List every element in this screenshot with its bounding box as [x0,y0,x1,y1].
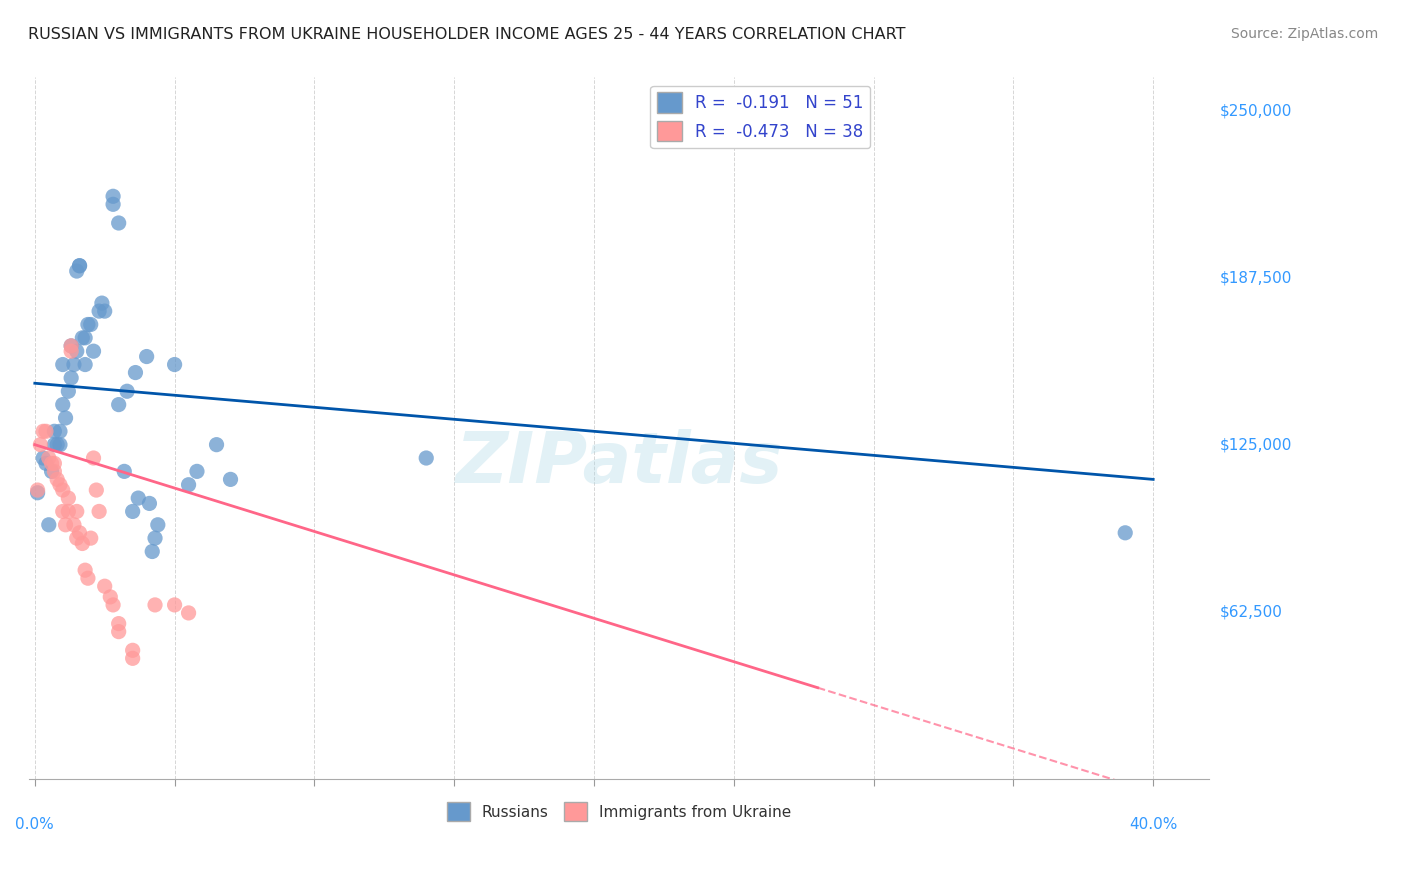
Point [75,358,97,372]
Text: ZIPatlas: ZIPatlas [456,428,783,498]
Point [32,425,55,439]
Point [55,411,77,425]
Point [87,504,110,518]
Point [49,425,72,439]
Point [138,496,160,510]
Point [30,438,52,452]
Point [77,318,100,332]
Point [52,358,75,372]
Point [46,438,69,452]
Point [38,517,60,532]
Point [143,598,166,612]
Point [80,531,103,545]
Point [107,398,129,412]
Point [66,531,89,545]
Point [83,450,105,465]
Point [177,477,200,491]
Point [86,483,108,497]
Point [107,616,129,631]
Text: $250,000: $250,000 [1220,103,1292,119]
Point [72,331,94,345]
Point [35,425,58,439]
Text: $62,500: $62,500 [1220,604,1284,619]
Point [27,483,49,497]
Point [44,464,66,478]
Point [58,491,80,505]
Point [69,259,91,273]
Point [52,398,75,412]
Point [219,472,242,486]
Point [1114,525,1136,540]
Point [44,456,66,470]
Point [72,536,94,550]
Point [101,598,124,612]
Point [52,483,75,497]
Point [93,304,115,318]
Point [115,384,138,399]
Point [35,456,58,470]
Point [135,350,157,364]
Point [83,344,105,359]
Point [205,438,228,452]
Point [38,450,60,465]
Point [49,477,72,491]
Point [90,296,112,310]
Point [66,264,89,278]
Point [46,472,69,486]
Point [60,371,83,385]
Text: 40.0%: 40.0% [1129,817,1177,832]
Point [121,643,143,657]
Point [141,544,163,558]
Point [66,504,89,518]
Point [69,525,91,540]
Text: 0.0%: 0.0% [15,817,55,832]
Point [186,464,208,478]
Point [66,344,89,359]
Point [41,464,63,478]
Point [60,344,83,359]
Point [87,304,110,318]
Text: Source: ZipAtlas.com: Source: ZipAtlas.com [1230,27,1378,41]
Point [27,485,49,500]
Point [101,197,124,211]
Point [107,624,129,639]
Point [112,464,135,478]
Point [75,563,97,577]
Point [77,571,100,585]
Point [121,651,143,665]
Point [124,366,146,380]
Point [98,590,121,604]
Legend: Russians, Immigrants from Ukraine: Russians, Immigrants from Ukraine [440,796,797,827]
Point [75,331,97,345]
Point [80,318,103,332]
Point [415,450,437,465]
Point [55,517,77,532]
Point [44,438,66,452]
Point [58,384,80,399]
Text: RUSSIAN VS IMMIGRANTS FROM UKRAINE HOUSEHOLDER INCOME AGES 25 - 44 YEARS CORRELA: RUSSIAN VS IMMIGRANTS FROM UKRAINE HOUSE… [28,27,905,42]
Point [143,531,166,545]
Point [107,216,129,230]
Point [32,450,55,465]
Point [60,339,83,353]
Point [63,358,86,372]
Point [69,259,91,273]
Point [163,598,186,612]
Point [177,606,200,620]
Text: $125,000: $125,000 [1220,437,1292,452]
Point [52,504,75,518]
Point [163,358,186,372]
Point [121,504,143,518]
Point [63,517,86,532]
Text: $187,500: $187,500 [1220,270,1292,285]
Point [60,339,83,353]
Point [44,425,66,439]
Point [41,456,63,470]
Point [49,438,72,452]
Point [146,517,169,532]
Point [58,504,80,518]
Point [101,189,124,203]
Point [93,579,115,593]
Point [127,491,149,505]
